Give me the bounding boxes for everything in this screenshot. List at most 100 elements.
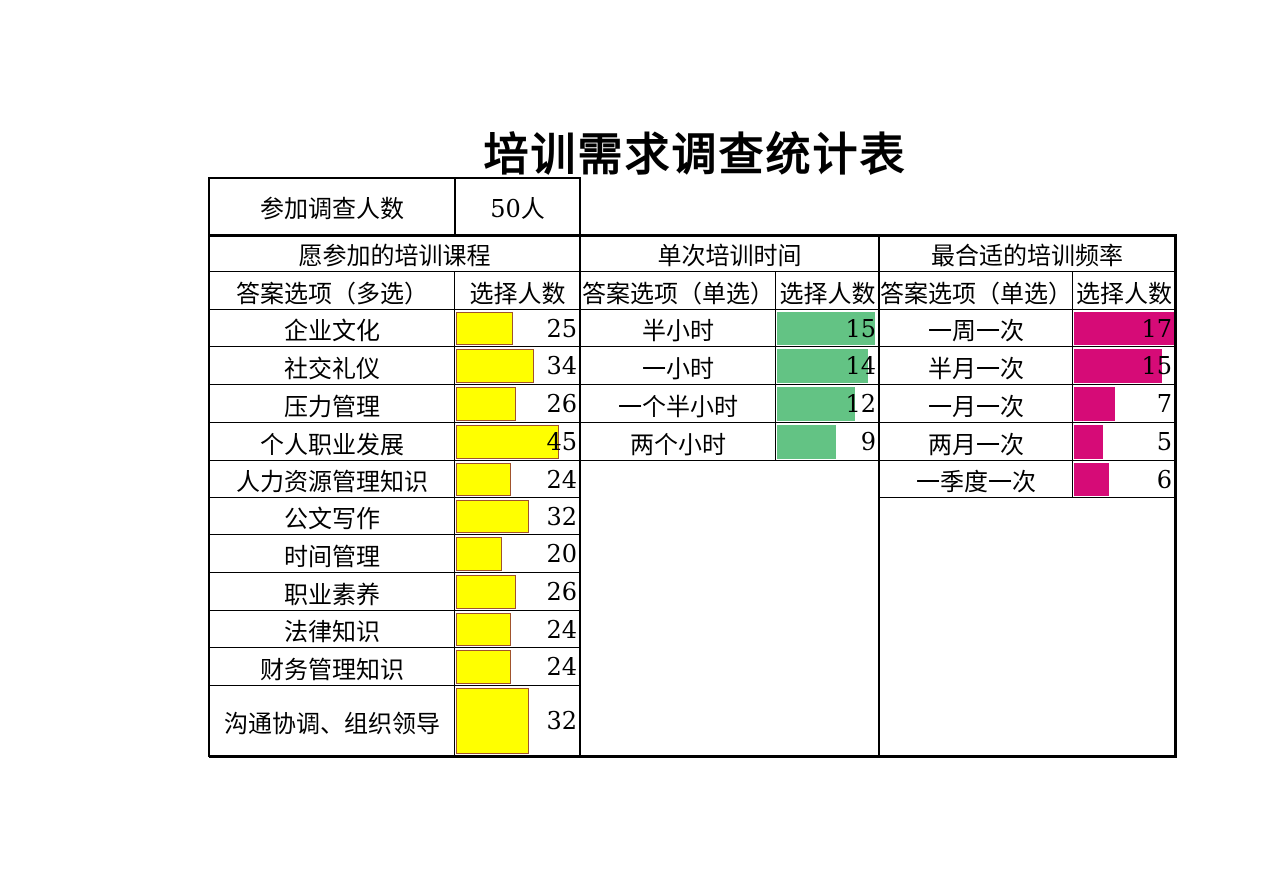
grid-line — [879, 422, 1175, 423]
courses-count-bar — [456, 500, 529, 533]
courses-header: 愿参加的培训课程 — [298, 242, 491, 270]
grid-line — [775, 272, 776, 460]
frequency-count-value: 17 — [1141, 314, 1172, 343]
grid-line — [209, 309, 1176, 310]
duration-count-bar — [777, 425, 836, 459]
frequency-count-value: 6 — [1156, 465, 1172, 494]
grid-line — [879, 460, 1175, 461]
courses-count-bar — [456, 349, 534, 383]
grid-line — [209, 685, 580, 686]
courses-count-bar — [456, 575, 516, 609]
frequency-count-bar — [1074, 312, 1174, 345]
participants-value: 50人 — [490, 195, 545, 223]
grid-line — [209, 234, 1177, 237]
frequency-option-label: 半月一次 — [928, 354, 1024, 383]
grid-line — [209, 572, 580, 573]
courses-count-value: 34 — [546, 352, 577, 380]
frequency-count-value: 5 — [1156, 428, 1172, 456]
courses-option-label: 压力管理 — [284, 392, 380, 421]
frequency-count-bar — [1074, 425, 1103, 459]
grid-line — [579, 177, 581, 757]
frequency-option-label: 一周一次 — [928, 317, 1024, 345]
courses-option-label: 人力资源管理知识 — [236, 468, 428, 496]
duration-option-label: 半小时 — [642, 317, 714, 345]
courses-option-label: 法律知识 — [284, 618, 380, 646]
grid-line — [209, 177, 581, 179]
grid-line — [879, 384, 1175, 385]
duration-count-bar — [777, 387, 855, 421]
duration-col-option: 答案选项（单选） — [582, 279, 774, 308]
grid-line — [209, 422, 580, 423]
frequency-count-bar — [1074, 463, 1109, 496]
frequency-col-count: 选择人数 — [1076, 279, 1172, 308]
courses-count-value: 32 — [546, 707, 577, 735]
courses-count-bar — [456, 688, 529, 754]
grid-line — [209, 271, 1176, 272]
sheet-title: 培训需求调查统计表 — [483, 128, 907, 181]
courses-count-bar — [456, 312, 513, 345]
grid-line — [879, 497, 1175, 498]
courses-option-label: 时间管理 — [284, 542, 380, 571]
grid-line — [580, 384, 879, 385]
frequency-option-label: 两月一次 — [928, 430, 1024, 459]
courses-option-label: 个人职业发展 — [260, 430, 404, 459]
courses-count-value: 24 — [546, 615, 577, 644]
courses-count-bar — [456, 387, 516, 421]
frequency-col-option: 答案选项（单选） — [880, 279, 1072, 308]
participants-label: 参加调查人数 — [260, 195, 404, 223]
duration-count-value: 12 — [845, 390, 876, 418]
courses-count-bar — [456, 613, 511, 646]
duration-count-value: 14 — [845, 352, 876, 380]
grid-line — [209, 497, 580, 498]
frequency-count-bar — [1074, 349, 1162, 383]
courses-count-bar — [456, 425, 559, 459]
frequency-header: 最合适的培训频率 — [931, 242, 1123, 270]
courses-count-value: 32 — [546, 502, 577, 531]
grid-line — [580, 460, 879, 461]
grid-line — [209, 755, 1177, 758]
grid-line — [454, 177, 456, 235]
courses-count-value: 24 — [546, 653, 577, 681]
courses-count-value: 26 — [546, 390, 577, 418]
grid-line — [209, 534, 580, 535]
frequency-count-value: 7 — [1156, 390, 1172, 418]
courses-count-value: 26 — [546, 578, 577, 606]
duration-count-bar — [777, 312, 875, 345]
courses-count-value: 24 — [546, 465, 577, 494]
grid-line — [209, 610, 580, 611]
frequency-count-value: 15 — [1141, 352, 1172, 380]
frequency-option-label: 一季度一次 — [916, 468, 1036, 496]
courses-option-label: 社交礼仪 — [284, 354, 380, 383]
grid-line — [209, 647, 580, 648]
grid-line — [580, 422, 879, 423]
grid-line — [1174, 235, 1177, 757]
grid-line — [454, 272, 455, 757]
courses-count-value: 45 — [546, 428, 577, 456]
grid-line — [580, 346, 879, 347]
courses-option-label: 公文写作 — [284, 505, 380, 533]
duration-option-label: 两个小时 — [630, 430, 726, 459]
courses-count-bar — [456, 650, 511, 684]
duration-count-value: 9 — [860, 428, 876, 456]
grid-line — [209, 346, 580, 347]
courses-option-label: 财务管理知识 — [260, 655, 404, 684]
courses-option-label: 沟通协调、组织领导 — [224, 709, 440, 738]
grid-line — [878, 235, 880, 757]
courses-count-value: 25 — [546, 314, 577, 343]
duration-count-bar — [777, 349, 868, 383]
duration-header: 单次培训时间 — [657, 242, 802, 270]
courses-col-option: 答案选项（多选） — [236, 279, 428, 308]
duration-option-label: 一个半小时 — [618, 392, 738, 421]
grid-line — [208, 177, 210, 757]
courses-count-bar — [456, 537, 502, 571]
courses-option-label: 企业文化 — [284, 317, 380, 345]
duration-count-value: 15 — [845, 314, 876, 343]
frequency-option-label: 一月一次 — [928, 392, 1024, 421]
duration-option-label: 一小时 — [642, 354, 714, 383]
grid-line — [209, 384, 580, 385]
courses-count-bar — [456, 463, 511, 496]
frequency-count-bar — [1074, 387, 1115, 421]
grid-line — [879, 346, 1175, 347]
grid-line — [209, 460, 580, 461]
